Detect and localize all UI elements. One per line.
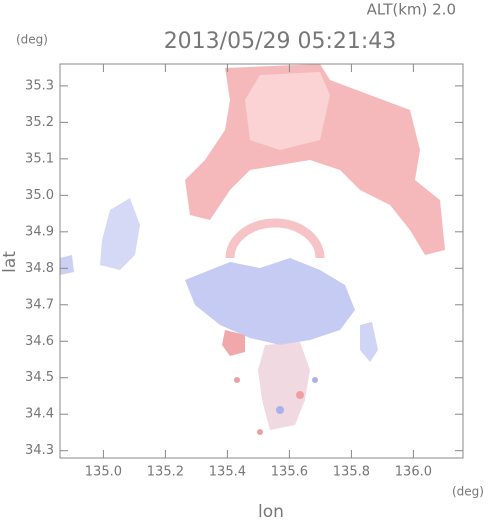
y-tick-label: 34.4	[25, 407, 54, 422]
x-tick-label: 135.6	[271, 465, 308, 480]
echo-region	[258, 342, 310, 430]
y-tick-label: 34.7	[25, 297, 54, 312]
x-tick-label: 136.0	[395, 465, 432, 480]
x-tick-label: 135.8	[333, 465, 370, 480]
echo-region	[245, 72, 330, 150]
echo-region	[185, 258, 355, 345]
x-tick-label: 135.4	[209, 465, 246, 480]
x-axis-label: lon	[258, 502, 284, 521]
x-tick-label: 135.2	[147, 465, 184, 480]
y-tick-label: 34.5	[25, 370, 54, 385]
x-unit: (deg)	[452, 485, 484, 499]
plot-frame	[59, 63, 464, 459]
echo-spot	[312, 377, 318, 383]
y-tick-label: 34.8	[25, 261, 54, 276]
echo-spot	[257, 429, 263, 435]
y-tick-label: 35.2	[25, 115, 54, 130]
echo-region	[60, 255, 74, 275]
radar-echoes	[60, 64, 445, 435]
y-tick-label: 34.6	[25, 334, 54, 349]
echo-region	[222, 330, 245, 356]
echo-spot	[276, 406, 284, 414]
echo-region	[100, 198, 140, 270]
subtitle: ALT(km) 2.0	[367, 1, 456, 19]
y-tick-label: 34.9	[25, 224, 54, 239]
y-tick-label: 34.3	[25, 443, 54, 458]
echo-ring	[225, 218, 325, 259]
echo-region	[360, 322, 378, 362]
y-tick-label: 35.0	[25, 188, 54, 203]
echo-spot	[296, 391, 304, 399]
y-unit: (deg)	[16, 33, 48, 47]
y-tick-label: 35.3	[25, 78, 54, 93]
y-axis-label: lat	[0, 251, 20, 273]
x-tick-label: 135.0	[85, 465, 122, 480]
chart-title: 2013/05/29 05:21:43	[164, 29, 397, 54]
echo-spot	[234, 377, 240, 383]
y-tick-label: 35.1	[25, 151, 54, 166]
